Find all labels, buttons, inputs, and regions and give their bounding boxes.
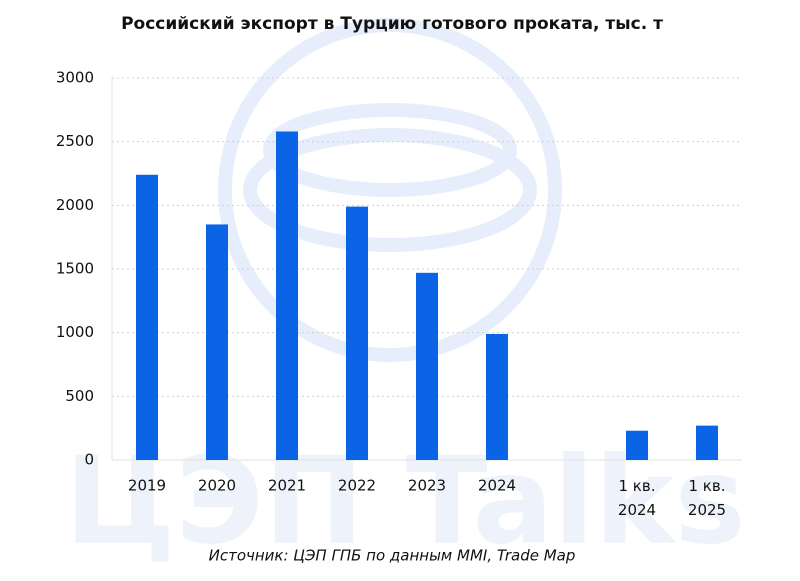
y-tick-label: 2000 bbox=[56, 196, 94, 214]
bar bbox=[486, 333, 508, 460]
y-tick-label: 2500 bbox=[56, 132, 94, 150]
bar bbox=[416, 272, 438, 460]
y-tick-label: 1000 bbox=[56, 323, 94, 341]
bar bbox=[626, 430, 648, 460]
y-tick-label: 1500 bbox=[56, 260, 94, 278]
source-note: Источник: ЦЭП ГПБ по данным MMI, Trade M… bbox=[209, 547, 576, 565]
y-tick-label: 3000 bbox=[56, 69, 94, 87]
chart-title: Российский экспорт в Турцию готового про… bbox=[121, 14, 663, 34]
y-tick-label: 0 bbox=[84, 451, 94, 469]
bar bbox=[346, 206, 368, 460]
bar bbox=[276, 131, 298, 461]
x-tick-label: 1 кв. 2025 bbox=[688, 477, 726, 519]
bar bbox=[696, 425, 718, 460]
x-tick-label: 2020 bbox=[198, 477, 236, 495]
x-tick-label: 2022 bbox=[338, 477, 376, 495]
x-tick-label: 2021 bbox=[268, 477, 306, 495]
x-tick-label: 2023 bbox=[408, 477, 446, 495]
x-tick-label: 2024 bbox=[478, 477, 516, 495]
bar bbox=[136, 174, 158, 461]
bar bbox=[206, 224, 228, 460]
watermark-logo bbox=[218, 18, 562, 362]
x-tick-label: 1 кв. 2024 bbox=[618, 477, 656, 519]
y-tick-label: 500 bbox=[65, 387, 94, 405]
x-tick-label: 2019 bbox=[128, 477, 166, 495]
